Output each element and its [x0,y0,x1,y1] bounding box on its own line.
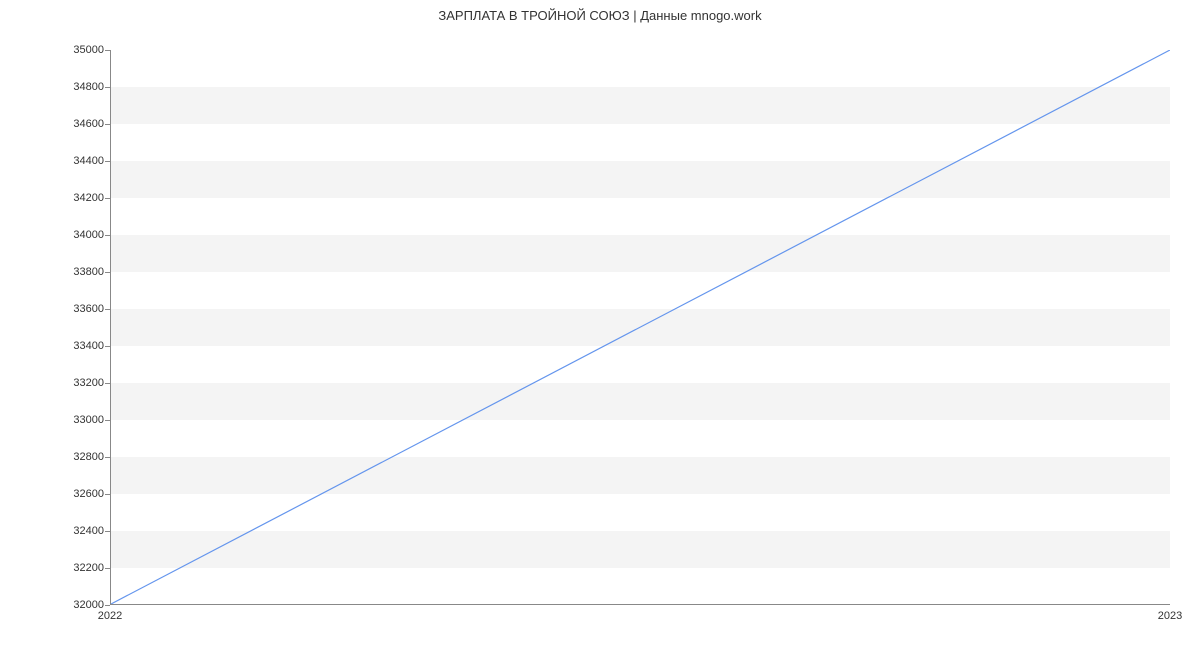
y-tick-label: 32800 [14,451,104,463]
y-tick-mark [105,309,110,310]
y-tick-mark [105,605,110,606]
y-tick-label: 32000 [14,599,104,611]
y-tick-mark [105,272,110,273]
y-tick-mark [105,198,110,199]
line-layer [111,50,1170,604]
y-tick-mark [105,346,110,347]
x-tick-label: 2023 [1158,610,1182,622]
y-tick-mark [105,50,110,51]
plot-area [110,50,1170,605]
chart-title: ЗАРПЛАТА В ТРОЙНОЙ СОЮЗ | Данные mnogo.w… [0,8,1200,23]
salary-chart: ЗАРПЛАТА В ТРОЙНОЙ СОЮЗ | Данные mnogo.w… [0,0,1200,650]
y-tick-label: 35000 [14,44,104,56]
y-tick-mark [105,531,110,532]
data-line [111,50,1170,604]
y-tick-label: 33200 [14,377,104,389]
y-tick-label: 33600 [14,303,104,315]
y-tick-mark [105,494,110,495]
y-tick-mark [105,161,110,162]
y-tick-mark [105,87,110,88]
y-tick-label: 34400 [14,155,104,167]
y-tick-label: 33000 [14,414,104,426]
y-tick-mark [105,383,110,384]
y-tick-label: 34800 [14,81,104,93]
x-tick-label: 2022 [98,610,122,622]
y-tick-mark [105,235,110,236]
y-tick-mark [105,420,110,421]
y-tick-label: 32600 [14,488,104,500]
y-tick-mark [105,457,110,458]
y-tick-label: 34000 [14,229,104,241]
y-tick-label: 33400 [14,340,104,352]
y-tick-label: 33800 [14,266,104,278]
y-tick-label: 32400 [14,525,104,537]
y-tick-label: 34600 [14,118,104,130]
y-tick-mark [105,568,110,569]
y-tick-mark [105,124,110,125]
y-tick-label: 34200 [14,192,104,204]
y-tick-label: 32200 [14,562,104,574]
